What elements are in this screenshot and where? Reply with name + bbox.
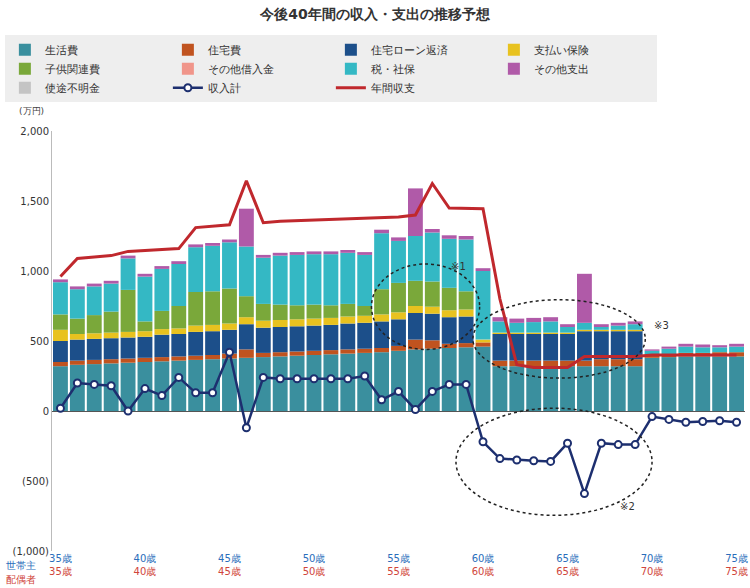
svg-text:65歳65歳: 65歳65歳: [556, 553, 579, 577]
svg-text:50歳50歳: 50歳50歳: [303, 553, 326, 577]
svg-text:年間収支: 年間収支: [371, 82, 415, 95]
svg-text:住宅費: 住宅費: [208, 44, 241, 57]
svg-text:配偶者: 配偶者: [6, 574, 36, 585]
svg-text:税・社保: 税・社保: [371, 63, 415, 76]
svg-text:40歳40歳: 40歳40歳: [134, 553, 157, 577]
svg-text:住宅ローン返済: 住宅ローン返済: [371, 44, 448, 57]
svg-text:0: 0: [43, 406, 49, 417]
svg-text:※2: ※2: [620, 501, 635, 512]
svg-text:世帯主: 世帯主: [6, 560, 36, 571]
svg-text:※3: ※3: [654, 320, 669, 331]
svg-text:(500): (500): [22, 476, 49, 487]
svg-text:70歳70歳: 70歳70歳: [641, 553, 664, 577]
svg-text:55歳55歳: 55歳55歳: [387, 553, 410, 577]
svg-text:1,000: 1,000: [20, 266, 49, 277]
svg-text:1,500: 1,500: [20, 196, 49, 207]
svg-text:その他借入金: その他借入金: [208, 63, 274, 76]
svg-text:45歳45歳: 45歳45歳: [218, 553, 241, 577]
svg-text:500: 500: [30, 336, 49, 347]
svg-text:(万円): (万円): [19, 106, 44, 116]
svg-text:子供関連費: 子供関連費: [45, 63, 100, 76]
svg-text:今後40年間の収入・支出の推移予想: 今後40年間の収入・支出の推移予想: [259, 6, 490, 22]
svg-text:35歳35歳: 35歳35歳: [49, 553, 72, 577]
svg-text:その他支出: その他支出: [534, 63, 589, 76]
svg-text:75歳75歳: 75歳75歳: [725, 553, 748, 577]
svg-text:使途不明金: 使途不明金: [45, 82, 100, 95]
svg-text:(1,000): (1,000): [13, 546, 50, 557]
svg-text:収入計: 収入計: [208, 82, 241, 95]
svg-text:支払い保険: 支払い保険: [534, 44, 589, 57]
svg-text:生活費: 生活費: [45, 44, 78, 57]
svg-text:60歳60歳: 60歳60歳: [472, 553, 495, 577]
svg-text:2,000: 2,000: [20, 126, 49, 137]
svg-text:※1: ※1: [451, 261, 466, 272]
